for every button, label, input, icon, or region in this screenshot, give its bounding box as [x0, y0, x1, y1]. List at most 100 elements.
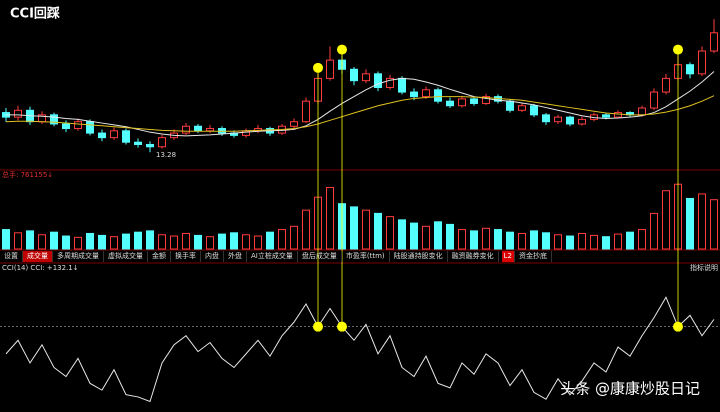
- candle-body: [110, 130, 118, 139]
- candle-body: [98, 132, 106, 139]
- tab[interactable]: 金额: [148, 251, 171, 262]
- candle-body: [518, 105, 526, 111]
- candle-body: [434, 89, 442, 102]
- volume-bar: [86, 232, 94, 250]
- volume-bar: [50, 231, 58, 250]
- signal-dot: [673, 321, 683, 332]
- volume-bar: [110, 236, 118, 250]
- candle-body: [542, 114, 550, 123]
- volume-bar: [2, 229, 10, 250]
- low-label: 13.28: [156, 151, 176, 159]
- candle-body: [86, 121, 94, 134]
- volume-label: 总手: 761155↓: [2, 170, 53, 179]
- volume-bar: [482, 227, 490, 250]
- candle-body: [578, 118, 586, 125]
- candle-body: [374, 73, 382, 89]
- volume-bar: [698, 193, 706, 250]
- candle-body: [122, 130, 130, 143]
- volume-bar: [74, 236, 82, 250]
- volume-bar: [146, 230, 154, 250]
- signal-dot: [337, 44, 347, 55]
- candle-body: [662, 77, 670, 93]
- candle-body: [614, 112, 622, 118]
- ma-line: [6, 71, 715, 137]
- watermark: 头条 @康康炒股日记: [560, 380, 700, 398]
- candle-body: [482, 96, 490, 104]
- candle-body: [530, 105, 538, 116]
- candle-body: [446, 100, 454, 107]
- volume-bar: [182, 232, 190, 250]
- volume-bar: [506, 231, 514, 250]
- volume-bar: [326, 186, 334, 250]
- volume-bar: [590, 234, 598, 250]
- tab[interactable]: 虚拟成交量: [104, 251, 148, 262]
- tab[interactable]: 换手率: [171, 251, 201, 262]
- volume-bar: [434, 221, 442, 250]
- volume-bar: [194, 234, 202, 250]
- tab[interactable]: 多周期成交量: [53, 251, 104, 262]
- candle-body: [74, 121, 82, 130]
- volume-bar: [602, 236, 610, 250]
- volume-bar: [650, 212, 658, 250]
- candle-body: [458, 98, 466, 107]
- candle-body: [422, 89, 430, 98]
- candle-body: [326, 59, 334, 79]
- volume-bar: [290, 225, 298, 250]
- candle-body: [182, 125, 190, 134]
- volume-bar: [710, 199, 718, 250]
- tab[interactable]: 盘后成交量: [298, 251, 342, 262]
- volume-bar: [98, 234, 106, 250]
- candle-body: [686, 64, 694, 75]
- signal-dot: [337, 321, 347, 332]
- tab[interactable]: 内盘: [201, 251, 224, 262]
- volume-bar: [242, 234, 250, 250]
- candle-body: [650, 91, 658, 109]
- candle-body: [362, 73, 370, 82]
- volume-bar: [422, 225, 430, 250]
- candle-body: [398, 77, 406, 93]
- candle-body: [134, 141, 142, 145]
- cci-line: [5, 296, 715, 403]
- signal-dot: [313, 321, 323, 332]
- volume-bar: [398, 219, 406, 250]
- volume-bar: [614, 233, 622, 250]
- volume-bar: [494, 229, 502, 250]
- candle-body: [50, 114, 58, 125]
- volume-bar: [26, 230, 34, 250]
- help-link[interactable]: 指标说明: [690, 263, 718, 272]
- volume-bar: [530, 230, 538, 250]
- tab[interactable]: 成交量: [23, 251, 53, 262]
- candle-body: [638, 107, 646, 116]
- tab[interactable]: L2: [501, 251, 515, 262]
- candle-body: [470, 98, 478, 104]
- tab[interactable]: 资金抄底: [515, 251, 552, 262]
- cci-label: CCI(14) CCI: +132.1↓: [2, 264, 79, 272]
- candle-body: [698, 50, 706, 75]
- candle-body: [290, 121, 298, 127]
- candle-body: [302, 100, 310, 123]
- candle-body: [350, 68, 358, 82]
- volume-bar: [566, 235, 574, 250]
- volume-bar: [266, 231, 274, 250]
- volume-bar: [350, 206, 358, 250]
- volume-bar: [374, 212, 382, 250]
- volume-bar: [230, 232, 238, 250]
- volume-bar: [134, 231, 142, 250]
- volume-bar: [578, 232, 586, 250]
- volume-bar: [410, 222, 418, 250]
- tab[interactable]: 陆股通持股变化: [390, 251, 448, 262]
- volume-bar: [638, 229, 646, 250]
- candle-body: [62, 123, 70, 130]
- candle-body: [710, 32, 718, 52]
- ma-line: [5, 95, 715, 132]
- volume-bar: [218, 233, 226, 250]
- volume-bar: [14, 232, 22, 250]
- indicator-tabs: 设置 成交量 多周期成交量 虚拟成交量 金额 换手率 内盘 外盘 AI立桩成交量 盘后成交量 市盈率…: [0, 251, 720, 262]
- tab[interactable]: 融资融券变化: [448, 251, 499, 262]
- tab[interactable]: AI立桩成交量: [247, 251, 298, 262]
- chart-title: CCI回踩: [10, 6, 60, 22]
- tab[interactable]: 外盘: [224, 251, 247, 262]
- tab[interactable]: 设置: [0, 251, 23, 262]
- tab[interactable]: 市盈率(ttm): [342, 251, 390, 262]
- volume-bar: [542, 232, 550, 250]
